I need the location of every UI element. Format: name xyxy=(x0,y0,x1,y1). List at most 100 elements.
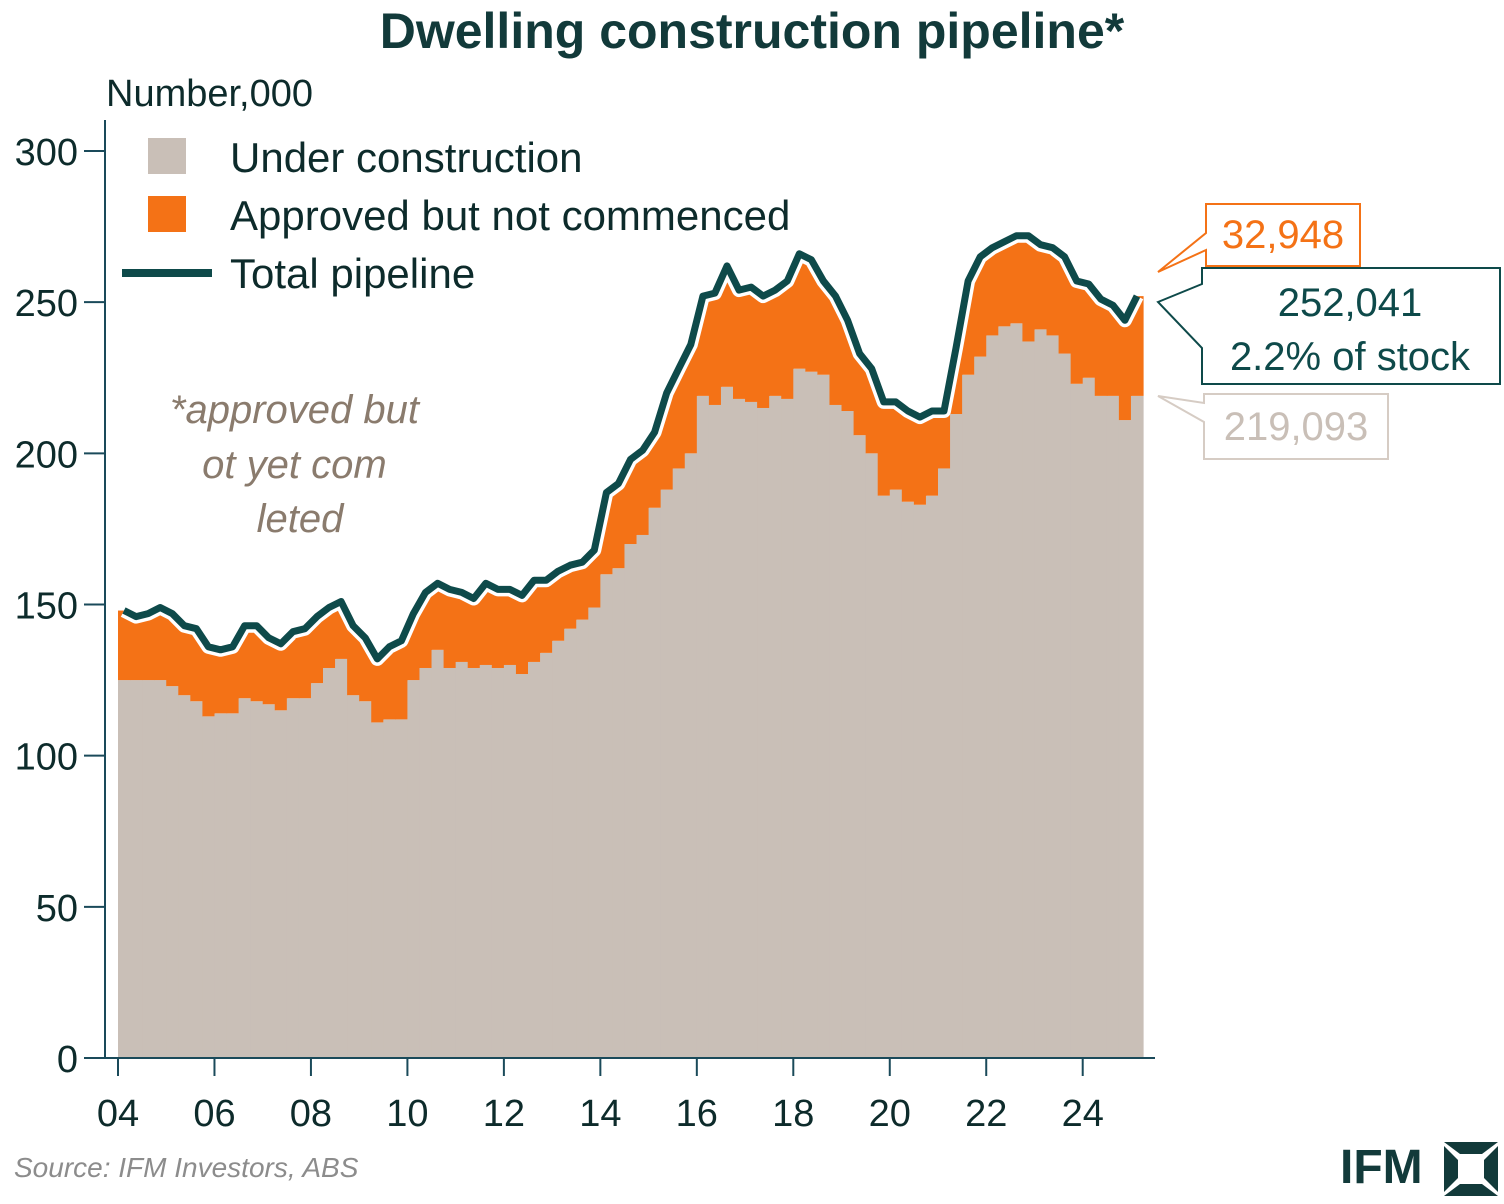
under-construction-bar xyxy=(262,704,276,1058)
approved-bar xyxy=(684,344,698,454)
approved-bar xyxy=(805,259,819,372)
approved-bar xyxy=(636,450,650,535)
under-construction-bar xyxy=(913,504,927,1059)
approved-bar xyxy=(648,432,662,508)
under-construction-bar xyxy=(190,701,204,1058)
under-construction-bar xyxy=(467,667,481,1058)
approved-bar xyxy=(817,281,831,375)
x-tick-label: 20 xyxy=(869,1093,911,1135)
legend: Under construction Approved but not comm… xyxy=(122,134,790,297)
under-construction-bar xyxy=(130,680,143,1058)
under-construction-bar xyxy=(1058,353,1072,1058)
approved-bar xyxy=(745,287,758,402)
logo-text: IFM xyxy=(1340,1141,1423,1194)
under-construction-bar xyxy=(540,652,553,1058)
approved-bar xyxy=(986,247,999,336)
approved-bar xyxy=(190,628,204,702)
annotation-line-3: leted xyxy=(257,497,345,541)
approved-bar xyxy=(757,296,770,408)
under-construction-bar xyxy=(805,371,819,1058)
axes xyxy=(104,120,1155,1059)
under-construction-bar xyxy=(274,710,288,1058)
under-construction-bar xyxy=(974,356,987,1058)
under-construction-bar xyxy=(757,407,770,1058)
annotation-note: *approved but ot yet com leted xyxy=(170,388,430,541)
x-tick-label: 22 xyxy=(965,1093,1007,1135)
approved-bar xyxy=(515,595,529,675)
x-tick-label: 12 xyxy=(483,1093,525,1135)
legend-label-total: Total pipeline xyxy=(230,250,475,297)
approved-bar xyxy=(142,613,155,681)
under-construction-bar xyxy=(238,698,252,1058)
approved-bar xyxy=(1070,281,1084,384)
under-construction-bar xyxy=(600,574,614,1058)
under-construction-bar xyxy=(166,686,179,1058)
total-pipeline-line xyxy=(122,232,1141,663)
under-construction-bar xyxy=(733,398,746,1058)
y-tick-label: 50 xyxy=(36,888,78,930)
chart-title: Dwelling construction pipeline* xyxy=(379,3,1125,59)
under-construction-bar xyxy=(503,664,517,1058)
y-tick-label: 300 xyxy=(15,132,78,174)
approved-bar xyxy=(286,631,300,699)
approved-bar xyxy=(1058,256,1072,354)
under-construction-bar xyxy=(938,468,951,1058)
under-construction-bar xyxy=(986,335,999,1058)
approved-bar xyxy=(889,401,903,490)
approved-bar xyxy=(564,565,577,629)
under-construction-bar xyxy=(1106,395,1120,1058)
approved-bar xyxy=(708,293,722,405)
under-construction-bar xyxy=(1010,323,1024,1059)
callout-total-box xyxy=(1156,267,1501,385)
approved-bar xyxy=(1046,247,1060,336)
under-construction-bar xyxy=(1130,395,1144,1058)
callout-under-value: 219,093 xyxy=(1224,405,1369,449)
under-construction-bar xyxy=(877,495,891,1058)
approved-bar xyxy=(528,580,541,662)
under-construction-bar xyxy=(998,326,1011,1058)
approved-bar xyxy=(262,637,276,705)
under-construction-bar xyxy=(612,568,626,1058)
under-construction-bar xyxy=(672,468,686,1058)
under-construction-bar xyxy=(359,701,372,1058)
approved-bar xyxy=(166,613,179,687)
under-construction-bar xyxy=(455,661,469,1058)
x-tick-label: 24 xyxy=(1062,1093,1104,1135)
under-construction-bar xyxy=(889,489,903,1058)
callout-under-box xyxy=(1157,393,1389,460)
approved-bar xyxy=(720,265,734,387)
approved-bar xyxy=(588,550,601,608)
x-tick-label: 04 xyxy=(97,1093,139,1135)
chart-areas xyxy=(118,235,1144,1059)
under-construction-bar xyxy=(178,695,191,1058)
under-construction-bar xyxy=(443,667,457,1058)
x-tick-label: 10 xyxy=(386,1093,428,1135)
x-tick-label: 18 xyxy=(772,1093,814,1135)
legend-label-under-construction: Under construction xyxy=(230,134,583,181)
approved-bar xyxy=(612,483,626,569)
approved-bar xyxy=(672,368,686,469)
total-pipeline-line-group xyxy=(120,228,1144,666)
approved-bar xyxy=(540,580,553,653)
under-construction-bar xyxy=(1082,377,1096,1058)
callout-total-value: 252,041 xyxy=(1278,281,1423,325)
x-tick-label: 08 xyxy=(290,1093,332,1135)
approved-bar xyxy=(901,411,915,502)
under-construction-bar xyxy=(901,501,915,1058)
under-construction-bar xyxy=(323,667,336,1058)
under-construction-bar xyxy=(371,722,384,1058)
x-ticks: 04 06 08 10 12 14 16 18 20 22 24 xyxy=(97,1058,1104,1135)
under-construction-bar xyxy=(202,716,216,1058)
approved-bar xyxy=(118,610,131,681)
under-construction-bar xyxy=(793,368,806,1058)
under-construction-bar xyxy=(817,374,831,1058)
annotation-line-2: ot yet com xyxy=(202,443,387,487)
approved-bar xyxy=(347,625,360,696)
under-construction-bar xyxy=(696,395,710,1058)
under-construction-bar xyxy=(1034,329,1048,1058)
approved-bar xyxy=(877,401,891,496)
under-construction-bar xyxy=(745,401,758,1059)
approved-bar xyxy=(214,649,228,714)
approved-bar xyxy=(178,625,191,696)
